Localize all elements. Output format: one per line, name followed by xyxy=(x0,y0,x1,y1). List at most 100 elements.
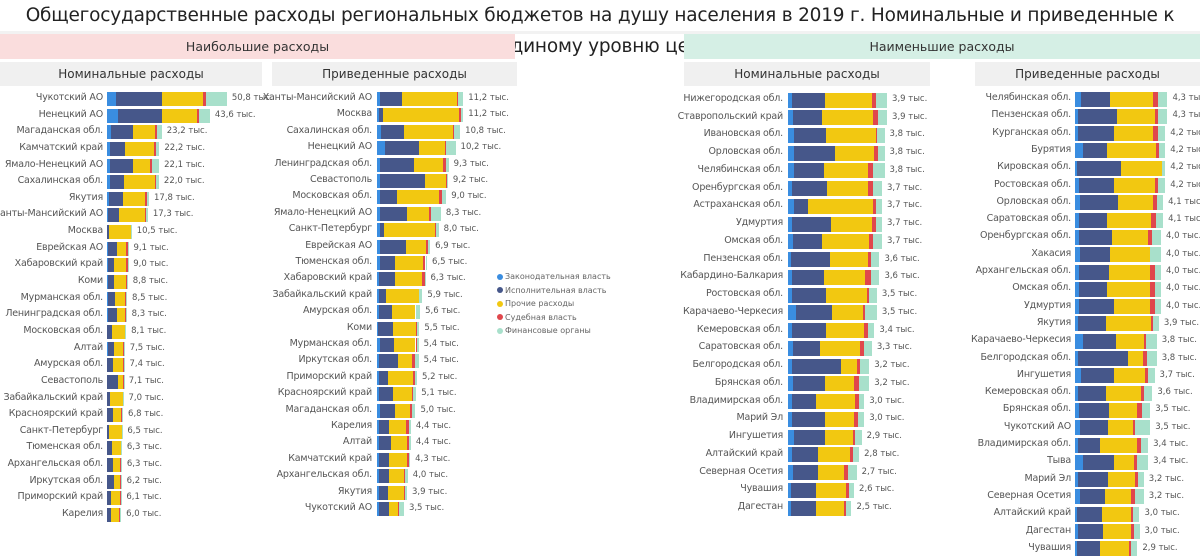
bar-segment-legislative[interactable] xyxy=(107,341,108,356)
bar-segment-executive[interactable] xyxy=(379,190,398,205)
bar-segment-other[interactable] xyxy=(815,482,847,498)
bar-segment-other[interactable] xyxy=(117,308,126,323)
bar-segment-judicial[interactable] xyxy=(855,394,860,410)
bar-segment-legislative[interactable] xyxy=(1075,108,1079,124)
bar-segment-judicial[interactable] xyxy=(869,234,874,250)
bar-segment-executive[interactable] xyxy=(794,145,835,161)
bar-segment-legislative[interactable] xyxy=(788,145,795,161)
bar-segment-financial[interactable] xyxy=(121,458,122,473)
bar-segment-financial[interactable] xyxy=(125,324,127,339)
bar-segment-judicial[interactable] xyxy=(862,305,866,321)
bar-segment-executive[interactable] xyxy=(1082,143,1108,159)
bar-segment-financial[interactable] xyxy=(413,387,417,402)
bar-segment-legislative[interactable] xyxy=(377,206,381,221)
bar-segment-financial[interactable] xyxy=(445,157,449,172)
bar-segment-executive[interactable] xyxy=(1078,437,1100,453)
bar-segment-executive[interactable] xyxy=(1079,212,1108,228)
bar-segment-executive[interactable] xyxy=(107,474,115,489)
bar-segment-executive[interactable] xyxy=(107,358,114,373)
bar-segment-other[interactable] xyxy=(115,291,126,306)
bar-segment-financial[interactable] xyxy=(458,92,464,106)
bar-segment-executive[interactable] xyxy=(107,424,109,439)
bar-segment-legislative[interactable] xyxy=(1075,212,1080,228)
bar-segment-judicial[interactable] xyxy=(1130,489,1136,505)
bar-segment-legislative[interactable] xyxy=(107,108,118,123)
bar-segment-executive[interactable] xyxy=(791,92,825,108)
bar-segment-legislative[interactable] xyxy=(107,508,108,522)
bar-segment-executive[interactable] xyxy=(378,452,389,467)
bar-segment-other[interactable] xyxy=(386,288,419,303)
bar-segment-executive[interactable] xyxy=(379,370,388,385)
bar-segment-judicial[interactable] xyxy=(434,223,437,238)
bar-segment-legislative[interactable] xyxy=(107,291,108,306)
bar-segment-judicial[interactable] xyxy=(407,436,409,451)
bar-segment-judicial[interactable] xyxy=(1153,195,1157,211)
bar-segment-legislative[interactable] xyxy=(377,239,381,254)
bar-segment-other[interactable] xyxy=(394,403,411,418)
bar-segment-judicial[interactable] xyxy=(1130,506,1134,522)
bar-segment-judicial[interactable] xyxy=(120,441,122,456)
bar-segment-legislative[interactable] xyxy=(1075,333,1083,349)
bar-segment-financial[interactable] xyxy=(1154,281,1161,297)
bar-segment-legislative[interactable] xyxy=(788,110,794,126)
bar-segment-legislative[interactable] xyxy=(107,324,108,339)
legend-item-financial[interactable]: Финансовые органы xyxy=(497,324,611,338)
bar-segment-financial[interactable] xyxy=(155,141,160,156)
bar-segment-other[interactable] xyxy=(1107,143,1156,159)
bar-segment-legislative[interactable] xyxy=(788,216,792,232)
bar-segment-executive[interactable] xyxy=(107,324,113,339)
bar-segment-executive[interactable] xyxy=(795,305,833,321)
bar-segment-executive[interactable] xyxy=(380,206,408,221)
bar-segment-legislative[interactable] xyxy=(1075,229,1080,245)
bar-segment-legislative[interactable] xyxy=(377,321,378,336)
bar-segment-financial[interactable] xyxy=(1133,506,1140,522)
bar-segment-legislative[interactable] xyxy=(107,258,108,273)
bar-segment-other[interactable] xyxy=(112,324,125,339)
bar-segment-executive[interactable] xyxy=(107,291,116,306)
bar-segment-executive[interactable] xyxy=(378,108,384,123)
bar-segment-other[interactable] xyxy=(113,358,124,373)
bar-segment-financial[interactable] xyxy=(120,474,122,489)
bar-segment-financial[interactable] xyxy=(1156,195,1164,211)
bar-segment-other[interactable] xyxy=(162,92,204,106)
bar-segment-legislative[interactable] xyxy=(377,436,380,451)
bar-segment-executive[interactable] xyxy=(791,411,825,427)
bar-segment-financial[interactable] xyxy=(125,308,127,323)
bar-segment-executive[interactable] xyxy=(1077,506,1102,522)
bar-segment-judicial[interactable] xyxy=(150,158,153,173)
bar-segment-financial[interactable] xyxy=(152,158,160,173)
bar-segment-other[interactable] xyxy=(823,163,868,179)
bar-segment-judicial[interactable] xyxy=(428,206,431,221)
bar-segment-judicial[interactable] xyxy=(123,358,124,373)
bar-segment-other[interactable] xyxy=(114,275,126,290)
bar-segment-financial[interactable] xyxy=(1130,541,1138,556)
bar-segment-judicial[interactable] xyxy=(119,508,121,522)
bar-segment-legislative[interactable] xyxy=(107,424,108,439)
bar-segment-other[interactable] xyxy=(1102,524,1131,539)
bar-segment-financial[interactable] xyxy=(156,125,162,140)
bar-segment-financial[interactable] xyxy=(424,272,426,287)
bar-segment-financial[interactable] xyxy=(446,141,456,156)
bar-segment-executive[interactable] xyxy=(380,256,396,270)
bar-segment-financial[interactable] xyxy=(156,175,159,190)
bar-segment-executive[interactable] xyxy=(1079,299,1114,315)
bar-segment-financial[interactable] xyxy=(870,252,880,268)
bar-segment-other[interactable] xyxy=(125,141,154,156)
bar-segment-executive[interactable] xyxy=(1080,489,1106,505)
bar-segment-judicial[interactable] xyxy=(1137,402,1142,418)
bar-segment-financial[interactable] xyxy=(408,420,411,434)
bar-segment-financial[interactable] xyxy=(860,358,870,374)
bar-segment-executive[interactable] xyxy=(1081,368,1114,384)
bar-segment-legislative[interactable] xyxy=(107,358,108,373)
bar-segment-financial[interactable] xyxy=(1138,472,1144,488)
bar-segment-financial[interactable] xyxy=(1154,299,1161,315)
bar-segment-financial[interactable] xyxy=(873,163,885,179)
bar-segment-other[interactable] xyxy=(403,124,453,139)
bar-segment-legislative[interactable] xyxy=(107,208,109,223)
bar-segment-other[interactable] xyxy=(387,485,404,500)
bar-segment-executive[interactable] xyxy=(107,458,113,473)
bar-segment-executive[interactable] xyxy=(790,500,816,516)
bar-segment-financial[interactable] xyxy=(873,181,882,197)
bar-segment-judicial[interactable] xyxy=(407,452,409,467)
bar-segment-legislative[interactable] xyxy=(788,323,792,339)
